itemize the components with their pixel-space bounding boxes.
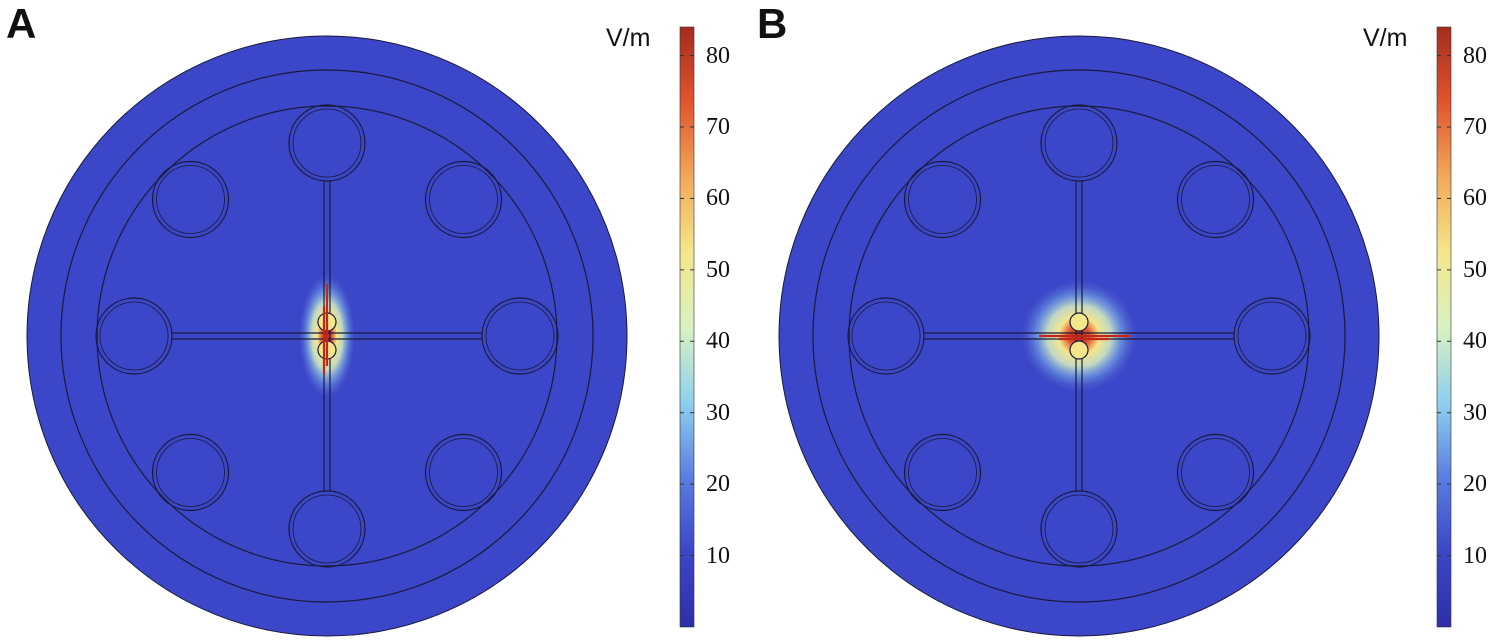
electrode-circle: [424, 433, 503, 512]
electrode-circle: [481, 297, 559, 375]
field-map-b: [778, 26, 1452, 637]
colorbar: [1436, 26, 1452, 628]
colorbar-tick-label: 60: [706, 185, 730, 212]
colorbar-unit: V/m: [1363, 24, 1408, 52]
electrode-circle: [95, 297, 173, 375]
electrode-circle: [151, 160, 230, 239]
colorbar-tick-label: 70: [1463, 114, 1487, 140]
colorbar-tick-label: 20: [706, 471, 730, 498]
electrode-circle: [288, 490, 366, 568]
center-tip: [1069, 340, 1089, 360]
electrode-circle: [288, 104, 366, 182]
center-tip: [1069, 312, 1089, 332]
electrode-circle: [847, 297, 925, 375]
outer-ring: [60, 69, 594, 603]
field-map-a: [26, 26, 695, 637]
colorbar-tick-label: 10: [706, 542, 730, 569]
colorbar: [679, 26, 695, 628]
colorbar-tick-label: 50: [706, 256, 730, 283]
field-arrows: [1039, 334, 1131, 341]
electrode-circle: [1233, 297, 1311, 375]
field-arrows: [322, 284, 329, 374]
inner-ring: [96, 105, 558, 567]
inner-ring: [848, 105, 1310, 567]
colorbar-tick-label: 80: [1463, 42, 1487, 69]
electrode-circle: [1040, 104, 1118, 182]
colorbar-tick-label: 40: [1463, 328, 1487, 355]
electrode-circle: [1176, 160, 1255, 239]
electrode-circle: [1040, 490, 1118, 568]
colorbar-tick-label: 30: [1463, 399, 1487, 426]
electrode-circle: [424, 160, 503, 239]
colorbar-tick-label: 60: [1463, 185, 1487, 212]
colorbar-tick-label: 10: [1463, 542, 1487, 569]
colorbar-tick-label: 80: [706, 42, 730, 69]
electrode-circle: [903, 433, 982, 512]
colorbar-tick-label: 50: [1463, 256, 1487, 283]
colorbar-unit: V/m: [606, 24, 651, 52]
colorbar-tick-label: 40: [706, 328, 730, 355]
outer-ring: [812, 69, 1346, 603]
panel-label: A: [6, 0, 37, 47]
electrode-circle: [903, 160, 982, 239]
electrode-circle: [151, 433, 230, 512]
panel-b: B V/m 80 70 60 50 40 30 20 10: [751, 0, 1499, 644]
colorbar-tick-label: 70: [706, 114, 730, 140]
panel-a: A V/m 80 70 60 50 40 30 20 10: [0, 0, 749, 644]
colorbar-tick-label: 20: [1463, 471, 1487, 498]
panel-label: B: [757, 0, 788, 47]
colorbar-tick-label: 30: [706, 399, 730, 426]
electrode-circle: [1176, 433, 1255, 512]
